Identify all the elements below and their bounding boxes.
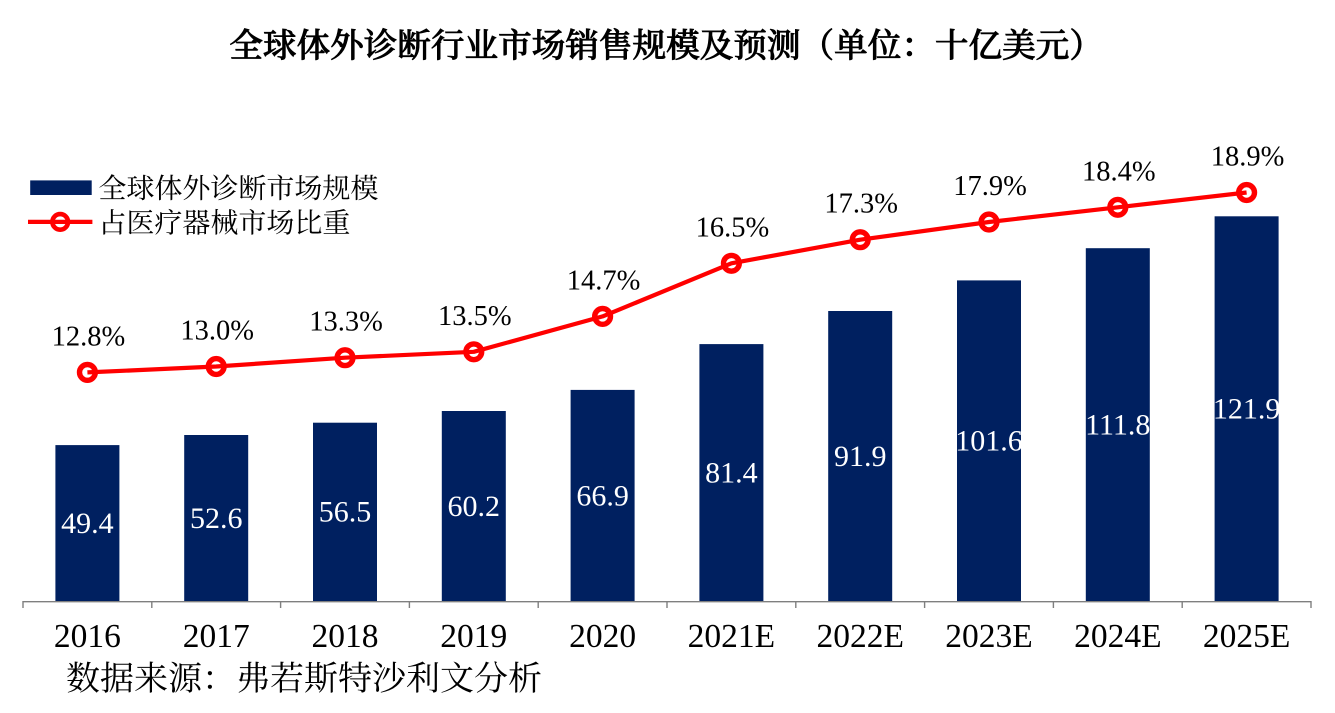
- svg-text:60.2: 60.2: [448, 490, 501, 523]
- svg-text:13.0%: 13.0%: [180, 316, 254, 347]
- svg-text:81.4: 81.4: [705, 457, 758, 490]
- svg-text:52.6: 52.6: [190, 502, 243, 535]
- svg-text:2019: 2019: [440, 618, 507, 655]
- svg-text:66.9: 66.9: [576, 479, 629, 512]
- svg-text:56.5: 56.5: [319, 496, 372, 529]
- svg-text:101.6: 101.6: [955, 425, 1023, 458]
- svg-text:2018: 2018: [312, 618, 379, 655]
- svg-text:2017: 2017: [183, 618, 250, 655]
- svg-text:16.5%: 16.5%: [696, 212, 770, 243]
- svg-text:18.4%: 18.4%: [1082, 156, 1156, 187]
- svg-text:2020: 2020: [569, 618, 636, 655]
- svg-text:14.7%: 14.7%: [567, 265, 641, 296]
- svg-text:2023E: 2023E: [945, 618, 1032, 655]
- svg-text:2024E: 2024E: [1074, 618, 1161, 655]
- svg-text:12.8%: 12.8%: [52, 321, 126, 352]
- svg-text:2016: 2016: [54, 618, 121, 655]
- svg-text:91.9: 91.9: [834, 440, 887, 473]
- svg-text:18.9%: 18.9%: [1211, 142, 1285, 173]
- svg-text:13.3%: 13.3%: [309, 307, 383, 338]
- svg-text:17.3%: 17.3%: [824, 189, 898, 220]
- svg-text:2021E: 2021E: [688, 618, 775, 655]
- svg-text:121.9: 121.9: [1213, 393, 1281, 426]
- svg-text:49.4: 49.4: [61, 507, 114, 540]
- svg-text:2025E: 2025E: [1203, 618, 1290, 655]
- svg-text:13.5%: 13.5%: [438, 301, 512, 332]
- svg-text:111.8: 111.8: [1085, 409, 1150, 442]
- svg-text:17.9%: 17.9%: [953, 171, 1027, 202]
- svg-text:2022E: 2022E: [816, 618, 903, 655]
